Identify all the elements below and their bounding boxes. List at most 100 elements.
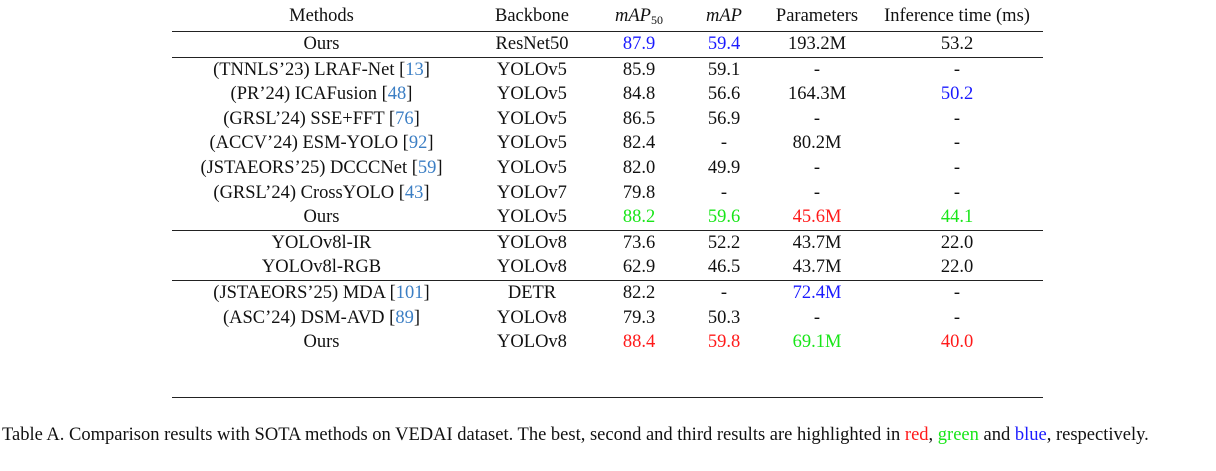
citation-bracket: ] (423, 282, 430, 303)
cell-backbone: ResNet50 (471, 31, 593, 58)
cell-backbone: YOLOv8 (497, 307, 567, 328)
table-row: (JSTAEORS’25) MDA [101] DETR 82.2-72.4M - (172, 279, 1043, 306)
header-map50: mAP50 (593, 2, 685, 32)
cell-time: - (871, 56, 1043, 83)
citation-bracket: ] (413, 307, 420, 328)
cell-method: Ours (172, 205, 471, 230)
cell-method: (PR’24) ICAFusion [48] (172, 82, 471, 107)
cell-map50: 79.8 (622, 182, 656, 203)
citation-bracket: ] (436, 157, 443, 178)
cell-time: - (953, 182, 961, 203)
cell-params: 43.7M (763, 229, 871, 256)
method-name: (ACCV’24) ESM-YOLO [ (209, 133, 409, 154)
cell-backbone: YOLOv7 (497, 182, 567, 203)
header-map50-sub: 50 (650, 13, 663, 27)
cell-map50: 88.4 (622, 332, 656, 353)
cell-params: - (813, 157, 821, 178)
method-name: Ours (303, 332, 340, 353)
table-row: Ours YOLOv8 88.4 59.8 69.1M 40.0 (172, 330, 1043, 355)
table-caption: Table A. Comparison results with SOTA me… (2, 423, 1216, 447)
cell-map: 59.1 (685, 56, 763, 83)
citation-link[interactable]: 13 (405, 59, 424, 80)
cell-backbone: YOLOv5 (497, 133, 567, 154)
cell-backbone: YOLOv5 (497, 207, 567, 228)
cell-time: 50.2 (940, 84, 974, 105)
cell-backbone: DETR (471, 279, 593, 306)
table-row: YOLOv8l-RGB YOLOv8 62.9 46.5 43.7M 22.0 (172, 255, 1043, 280)
cell-time: 22.0 (940, 257, 974, 278)
citation-link[interactable]: 92 (408, 133, 428, 154)
caption-red-word: red (904, 425, 929, 445)
cell-time: 53.2 (871, 31, 1043, 58)
cell-backbone: YOLOv8 (497, 332, 567, 353)
table-header: Methods Backbone mAP50 mAP Parameters In… (172, 2, 1043, 32)
table-bottom-rule (172, 397, 1043, 398)
header-inference-time: Inference time (ms) (884, 6, 1030, 26)
table-row: (TNNLS’23) LRAF-Net [13] YOLOv5 85.9 59.1- - (172, 56, 1043, 83)
cell-time: 44.1 (940, 207, 974, 228)
cell-map: 59.4 (685, 31, 763, 58)
cell-time: - (953, 133, 961, 154)
cell-backbone: YOLOv5 (471, 56, 593, 83)
caption-separator-2: and (978, 425, 1015, 445)
cell-map50: 87.9 (593, 31, 685, 58)
header-map50-base: mAP (615, 6, 651, 26)
method-name: (PR’24) ICAFusion [ (230, 84, 388, 105)
table-row: (ACCV’24) ESM-YOLO [92] YOLOv5 82.4 - 80.2M - (172, 131, 1043, 156)
cell-map50: 79.3 (622, 307, 656, 328)
cell-time: - (953, 157, 961, 178)
citation-bracket: ] (413, 108, 420, 129)
table-row: (ASC’24) DSM-AVD [89] YOLOv8 79.3 50.3 - - (172, 306, 1043, 331)
cell-backbone: YOLOv5 (497, 84, 567, 105)
cell-map: - (720, 182, 728, 203)
header-methods: Methods (289, 6, 354, 26)
cell-method: (GRSL’24) SSE+FFT [76] (172, 107, 471, 132)
cell-map: 59.8 (707, 332, 741, 353)
cell-map: 59.6 (707, 207, 741, 228)
method-name: YOLOv8l-RGB (261, 257, 382, 278)
cell-params: - (813, 108, 821, 129)
cell-map50: 82.4 (622, 133, 656, 154)
citation-link[interactable]: 48 (387, 84, 407, 105)
caption-text: Table A. Comparison results with SOTA me… (2, 425, 905, 445)
table-row: (JSTAEORS’25) DCCCNet [59] YOLOv5 82.0 49.9… (172, 156, 1043, 181)
table-row: (PR’24) ICAFusion [48] YOLOv5 84.8 56.6 164.… (172, 82, 1043, 107)
caption-separator-1: , (928, 425, 938, 445)
cell-map: 52.2 (685, 229, 763, 256)
table-body: Ours ResNet50 87.9 59.4 193.2M 53.2 (TNNLS’23)… (172, 31, 1043, 355)
cell-time: - (953, 307, 961, 328)
citation-link[interactable]: 59 (417, 157, 437, 178)
cell-backbone: YOLOv5 (497, 157, 567, 178)
header-parameters: Parameters (775, 6, 859, 26)
cell-backbone: YOLOv5 (497, 108, 567, 129)
cell-params: 43.7M (792, 257, 842, 278)
citation-link[interactable]: 76 (395, 108, 414, 129)
cell-map50: 88.2 (622, 207, 656, 228)
cell-params: 193.2M (763, 31, 871, 58)
citation-link[interactable]: 89 (395, 307, 414, 328)
cell-map: 49.9 (707, 157, 741, 178)
citation-link[interactable]: 43 (404, 182, 424, 203)
header-backbone: Backbone (495, 6, 569, 26)
cell-params: - (813, 182, 821, 203)
table-row: Ours YOLOv5 88.2 59.6 45.6M 44.1 (172, 205, 1043, 230)
method-name: (JSTAEORS’25) MDA [ (213, 282, 396, 303)
cell-map50: 84.8 (622, 84, 656, 105)
cell-method: (GRSL’24) CrossYOLO [43] (172, 181, 471, 206)
method-name: YOLOv8l-IR (271, 232, 372, 253)
cell-map50: 73.6 (593, 229, 685, 256)
cell-method: Ours (172, 330, 471, 355)
caption-blue-word: blue (1014, 425, 1047, 445)
citation-bracket: ] (427, 133, 434, 154)
cell-params: 80.2M (792, 133, 842, 154)
cell-map50: 62.9 (622, 257, 656, 278)
cell-map50: 86.5 (622, 108, 656, 129)
citation-link[interactable]: 101 (395, 282, 424, 303)
cell-map: 56.9 (707, 108, 741, 129)
cell-time: 22.0 (871, 229, 1043, 256)
cell-time: - (953, 108, 961, 129)
cell-params: 45.6M (792, 207, 842, 228)
table-row: Ours ResNet50 87.9 59.4 193.2M 53.2 (172, 31, 1043, 58)
comparison-table: Methods Backbone mAP50 mAP Parameters In… (172, 2, 1043, 355)
citation-bracket: ] (423, 59, 430, 80)
